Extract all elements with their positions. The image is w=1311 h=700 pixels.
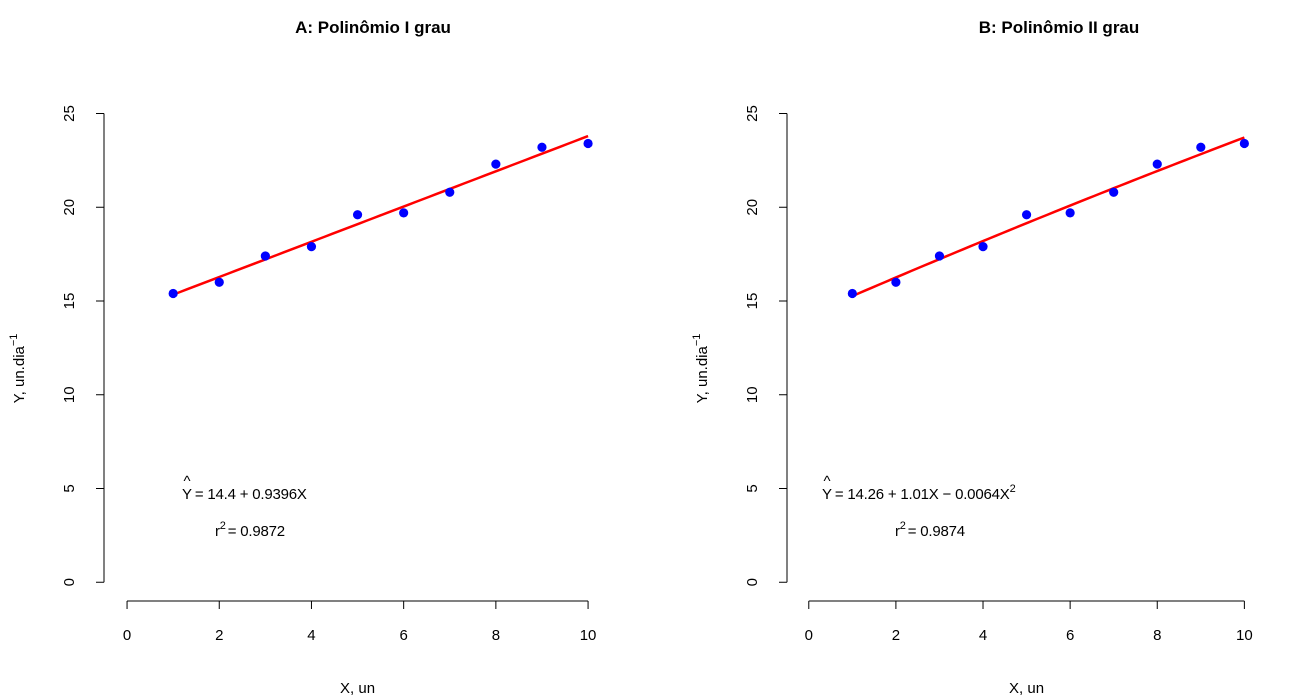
fit-line [851, 136, 1245, 298]
data-point [978, 242, 988, 252]
data-point [260, 251, 270, 261]
data-point [1109, 187, 1119, 197]
r-squared-superscript: 2 [900, 520, 906, 532]
x-tick-label: 0 [123, 627, 131, 644]
chart-panel-b: B: Polinômio II grau 0 2 4 6 8 10 0 5 10 15 20 25 X, … [691, 18, 1253, 697]
fit-line [172, 134, 589, 296]
data-point [847, 288, 857, 299]
data-point [1239, 138, 1249, 149]
data-point [168, 288, 178, 299]
y-axis-label: Y, un.dia−1 [8, 334, 28, 404]
y-axis-label-text: Y, un.dia [694, 345, 711, 403]
r-squared: r2 = 0.9874 [895, 520, 965, 540]
equation-hat: ^ [823, 473, 830, 490]
x-tick-label: 4 [307, 627, 315, 644]
x-tick-label: 10 [1236, 627, 1253, 644]
x-tick-label: 2 [892, 627, 900, 644]
data-point [1065, 208, 1075, 218]
equation-rhs: = 14.4 + 0.9396X [195, 486, 307, 503]
r-squared-base: r [215, 523, 220, 540]
y-tick-label: 5 [61, 484, 78, 492]
equation-lhs: Y [822, 486, 832, 503]
x-tick-label: 0 [805, 627, 813, 644]
x-axis-label: X, un [340, 680, 375, 697]
data-point [1152, 159, 1162, 169]
data-point [306, 242, 317, 252]
x-tick-label: 8 [492, 627, 500, 644]
y-axis-label-text: Y, un.dia [11, 345, 28, 403]
y-tick-label: 5 [744, 484, 761, 492]
chart-title: A: Polinômio I grau [295, 18, 451, 37]
y-tick-label: 15 [744, 293, 761, 310]
y-axis-label-superscript: −1 [691, 334, 703, 347]
r-squared-value: = 0.9872 [228, 523, 285, 540]
regression-equation: Y = 14.4 + 0.9396X [182, 486, 307, 503]
x-tick-label: 2 [215, 627, 223, 644]
equation-hat: ^ [183, 473, 190, 490]
chart-panel-a: A: Polinômio I grau 0 2 4 6 8 10 0 5 10 15 20 25 X, u… [8, 18, 596, 697]
equation-superscript: 2 [1010, 483, 1016, 495]
y-tick-label: 0 [744, 578, 761, 586]
r-squared-base: r [895, 523, 900, 540]
chart-title: B: Polinômio II grau [979, 18, 1140, 37]
data-point [537, 142, 547, 152]
y-tick-label: 25 [744, 105, 761, 122]
data-point [934, 251, 945, 261]
y-tick-label: 20 [61, 199, 78, 216]
r-squared-superscript: 2 [220, 520, 226, 532]
y-axis-label-superscript: −1 [8, 334, 20, 347]
x-tick-label: 6 [399, 627, 407, 644]
equation-lhs: Y [182, 486, 192, 503]
data-point [583, 138, 593, 149]
equation-rhs: = 14.26 + 1.01X − 0.0064X [835, 486, 1010, 503]
y-tick-label: 25 [61, 105, 78, 122]
x-tick-label: 8 [1153, 627, 1161, 644]
y-axis-label: Y, un.dia−1 [691, 334, 711, 404]
data-point [352, 210, 363, 220]
data-point [891, 277, 901, 287]
y-tick-label: 20 [744, 199, 761, 216]
x-tick-label: 6 [1066, 627, 1074, 644]
data-point [1196, 142, 1206, 152]
y-tick-label: 0 [61, 578, 78, 586]
x-tick-label: 10 [580, 627, 597, 644]
x-axis-label: X, un [1009, 680, 1044, 697]
x-tick-label: 4 [979, 627, 987, 644]
r-squared-value: = 0.9874 [908, 523, 965, 540]
data-point [491, 159, 501, 169]
y-tick-label: 10 [61, 386, 78, 403]
regression-equation: Y = 14.26 + 1.01X − 0.0064X2 [822, 483, 1016, 503]
y-tick-label: 10 [744, 386, 761, 403]
data-point [1021, 210, 1032, 220]
y-tick-label: 15 [61, 293, 78, 310]
r-squared: r2 = 0.9872 [215, 520, 285, 540]
data-point [445, 187, 455, 197]
data-point [399, 208, 409, 218]
data-point [214, 277, 224, 287]
